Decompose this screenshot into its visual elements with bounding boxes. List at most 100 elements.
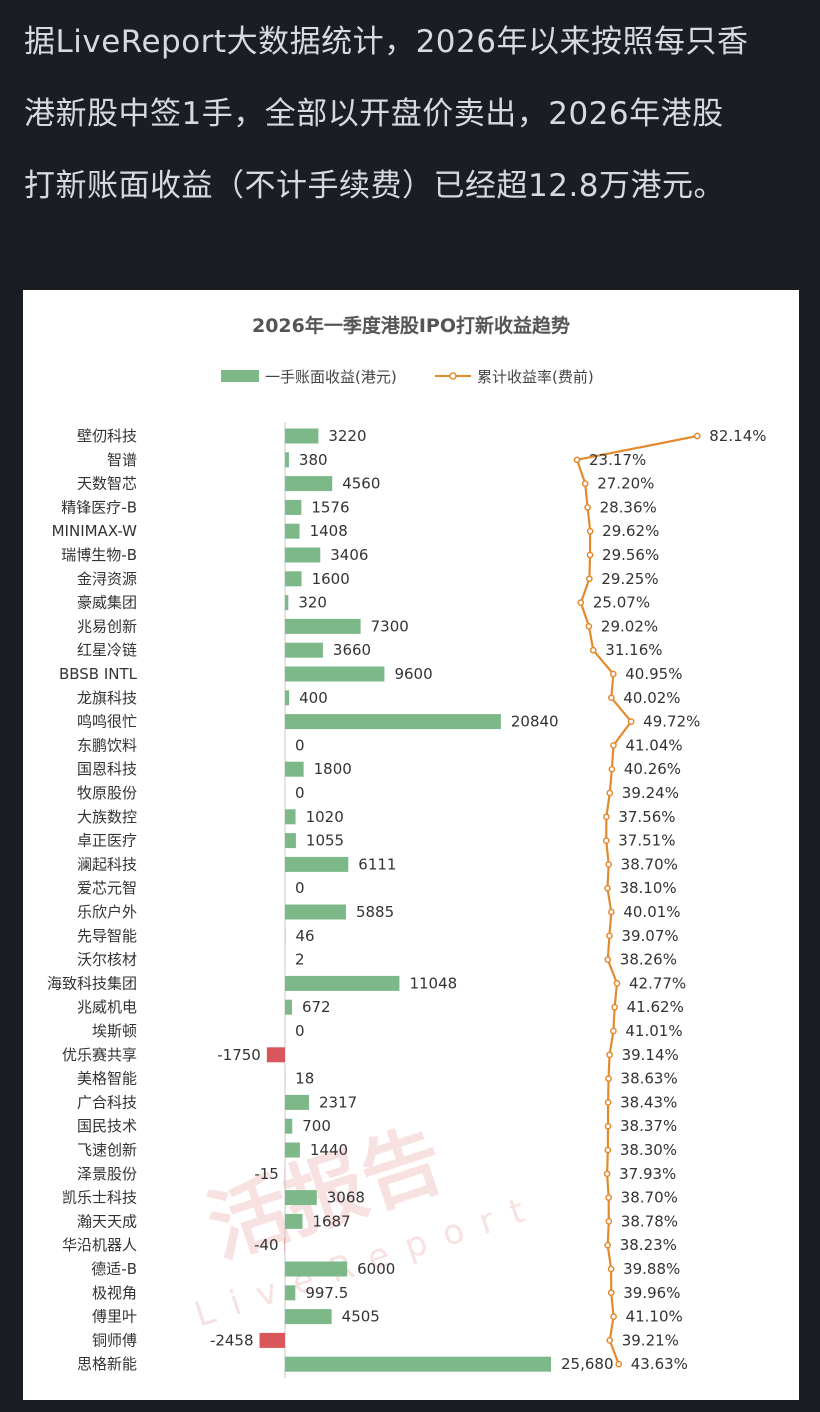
bar [285,452,289,468]
bar-value-label: 0 [295,784,305,802]
category-label: 爱芯元智 [77,879,137,897]
bar-value-label: 7300 [371,617,409,635]
line-point [693,432,701,440]
bar-value-label: -40 [254,1236,279,1254]
line-value-label: 38.43% [620,1093,677,1111]
category-label: 东鹏饮料 [77,736,137,754]
line-point [627,718,635,725]
bar-value-label: 1440 [310,1141,348,1159]
bar [259,1332,285,1348]
bar-value-label: 2317 [319,1093,357,1111]
line-value-label: 39.21% [622,1331,679,1349]
bar-value-label: 6000 [357,1260,395,1278]
line-value-label: 38.23% [620,1236,677,1254]
line-value-label: 43.63% [631,1355,688,1373]
line-value-label: 37.93% [619,1165,676,1183]
bar-value-label: 18 [295,1070,314,1088]
bar [285,499,302,515]
legend-line-label: 累计收益率(费前) [477,368,594,386]
line-point [604,884,611,892]
bar-value-label: 20840 [511,713,559,731]
bar [285,714,501,730]
line-value-label: 39.88% [623,1260,680,1278]
bar-value-label: -1750 [217,1046,261,1064]
line-value-label: 27.20% [597,475,654,493]
line-value-label: 28.36% [600,498,657,516]
line-value-label: 41.01% [625,1022,682,1040]
line-value-label: 39.14% [622,1046,679,1064]
category-label: 泽景股份 [77,1165,137,1183]
line-point [604,1122,612,1130]
line-value-label: 37.56% [618,808,675,826]
bar [285,666,385,682]
bar [285,1118,293,1134]
line-point [606,1337,614,1344]
bar-value-label: 1600 [312,570,350,588]
line-point [606,932,613,940]
line-point [608,765,616,773]
category-label: 海致科技集团 [47,974,137,992]
category-label: 思格新能 [77,1355,137,1373]
line-value-label: 82.14% [709,427,766,445]
line-point [606,789,614,797]
line-value-label: 37.51% [618,832,675,850]
line-point [589,646,597,654]
bar-value-label: 9600 [394,665,432,683]
category-label: 华沿机器人 [62,1236,137,1254]
bar [285,1094,310,1110]
bar-value-label: 1800 [314,760,352,778]
bar [285,975,400,991]
bar [285,999,292,1015]
bar-value-label: 1055 [306,832,344,850]
bar-value-label: 1408 [310,522,348,540]
line-value-label: 49.72% [643,713,700,731]
line-point [573,456,581,464]
line-point [586,527,594,535]
category-label: 兆易创新 [77,617,137,635]
bar [285,642,323,658]
line-series: 82.14% 23.17% 27.20% 28.36% 29.62% 29.56% 29.2… [573,427,767,1373]
bar [285,618,361,634]
bar [285,690,290,706]
line-value-label: 41.04% [625,736,682,754]
article-caption: 据LiveReport大数据统计，2026年以来按照每只香 港新股中签1手，全部… [24,6,804,222]
line-value-label: 38.30% [620,1141,677,1159]
bar-value-label: -15 [254,1165,279,1183]
line-point [605,861,613,868]
line-value-label: 39.96% [623,1284,680,1302]
line-point [607,1289,615,1297]
legend-line-marker [449,372,457,380]
line-point [604,1099,612,1106]
bar [285,809,296,825]
line-point [586,551,594,559]
bar-value-label: 672 [302,998,331,1016]
category-label: BBSB INTL [59,665,138,683]
bar-value-label: -2458 [210,1331,254,1349]
bar [285,1285,296,1301]
line-value-label: 40.02% [623,689,680,707]
line-point [605,1194,613,1201]
line-value-label: 23.17% [589,451,646,469]
bar-value-label: 25,680 [561,1355,614,1373]
bar-value-label: 4505 [342,1308,380,1326]
bar [285,856,349,872]
bar-value-label: 4560 [342,475,380,493]
line-value-label: 29.56% [602,546,659,564]
line-value-label: 38.26% [620,951,677,969]
legend-bar-label: 一手账面收益(港元) [265,368,397,386]
line-point [611,1003,618,1011]
bar-value-label: 6111 [358,855,396,873]
chart-card: 活报告 LiveReport 2026年一季度港股IPO打新收益趋势 一手账面收… [23,290,799,1400]
category-label: 龙旗科技 [77,689,137,707]
line-point [603,813,610,821]
line-value-label: 39.07% [621,927,678,945]
line-point [602,837,610,844]
bar [285,1190,317,1206]
category-label: 铜师傅 [92,1331,137,1349]
category-label: 卓正医疗 [77,832,137,850]
category-label: 广合科技 [77,1093,137,1111]
bar [285,1213,303,1229]
category-label: 牧原股份 [77,784,137,802]
line-value-label: 29.62% [602,522,659,540]
category-label: 傅里叶 [92,1308,137,1326]
